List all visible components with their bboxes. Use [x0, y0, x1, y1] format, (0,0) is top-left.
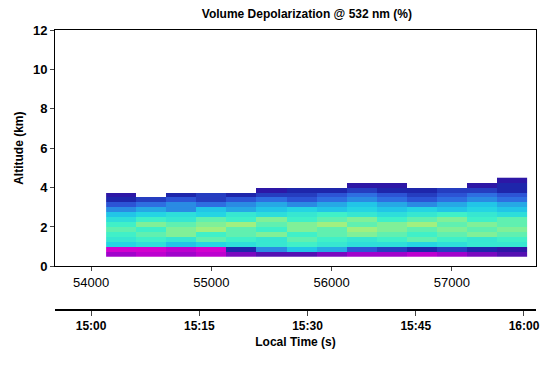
svg-text:15:45: 15:45 [400, 319, 431, 333]
svg-text:4: 4 [40, 180, 48, 195]
svg-text:6: 6 [40, 141, 47, 156]
svg-text:0: 0 [40, 259, 47, 274]
svg-text:15:00: 15:00 [76, 319, 107, 333]
svg-text:Local Time (s): Local Time (s) [255, 335, 335, 349]
svg-text:8: 8 [40, 101, 47, 116]
svg-text:10: 10 [33, 62, 47, 77]
svg-text:12: 12 [33, 23, 47, 38]
svg-text:56000: 56000 [313, 275, 349, 290]
svg-text:15:15: 15:15 [184, 319, 215, 333]
svg-text:16:00: 16:00 [509, 319, 540, 333]
svg-text:15:30: 15:30 [292, 319, 323, 333]
svg-text:Volume Depolarization @ 532 nm: Volume Depolarization @ 532 nm (%) [202, 7, 412, 21]
svg-text:54000: 54000 [73, 275, 109, 290]
svg-text:57000: 57000 [434, 275, 470, 290]
svg-text:Altitude (km): Altitude (km) [12, 112, 26, 185]
svg-text:55000: 55000 [193, 275, 229, 290]
svg-text:2: 2 [40, 220, 47, 235]
